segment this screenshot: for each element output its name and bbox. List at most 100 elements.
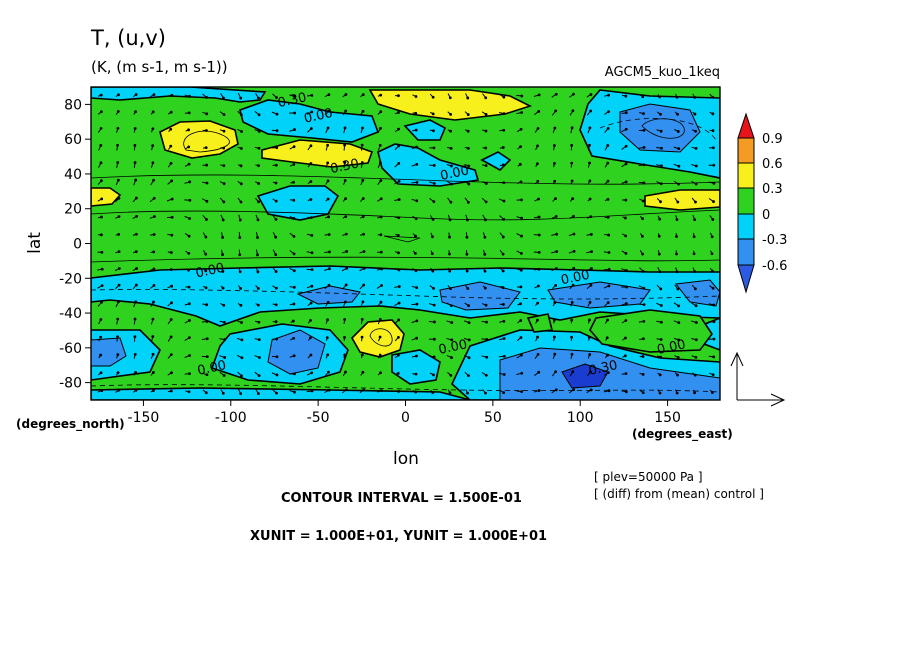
wind-vector-head: [169, 144, 173, 148]
x-tick-label: -150: [128, 410, 160, 426]
wind-vector-head: [624, 198, 628, 202]
wind-vector-head: [641, 355, 645, 358]
cold-region: [267, 329, 326, 375]
wind-vector-head: [292, 162, 296, 166]
wind-vector-head: [449, 304, 453, 308]
wind-vector-head: [238, 270, 242, 274]
wind-vector-head: [397, 127, 400, 131]
wind-vector-head: [379, 371, 382, 375]
wind-vector-head: [554, 283, 558, 287]
wind-vector-head: [292, 302, 296, 306]
pressure-note: [ plev=50000 Pa ]: [594, 470, 703, 484]
strong-negative-regions: [91, 103, 720, 400]
wind-vector-head: [169, 127, 173, 131]
wind-vector-head: [238, 236, 242, 239]
wind-vector-head: [379, 197, 383, 201]
wind-vector-head: [292, 285, 296, 289]
wind-vector-head: [152, 196, 156, 200]
wind-vector-head: [519, 145, 522, 149]
wind-vector-head: [432, 146, 436, 150]
wind-vector-head: [100, 197, 104, 201]
wind-vector-head: [205, 337, 209, 341]
y-tick-label: 0: [73, 237, 82, 253]
experiment-label: AGCM5_kuo_1keq: [605, 65, 720, 80]
y-tick-label: 60: [64, 132, 82, 148]
wind-vector-head: [448, 269, 452, 273]
wind-vector-head: [99, 143, 103, 147]
x-unit-label: (degrees_east): [632, 427, 733, 442]
wind-vector-head: [204, 269, 208, 273]
wind-vector-head: [590, 267, 593, 270]
wind-vector-head: [465, 252, 469, 256]
wind-vector-head: [257, 182, 261, 185]
wind-vector-head: [100, 300, 103, 304]
colorbar-label: 0.9: [762, 132, 783, 147]
wind-vector-head: [274, 270, 278, 273]
wind-vector-head: [659, 200, 662, 204]
wind-vector-head: [519, 251, 523, 255]
wind-vector-head: [310, 216, 313, 219]
wind-vector-head: [465, 269, 469, 273]
wind-vector-head: [554, 109, 558, 113]
wind-vector-head: [553, 161, 556, 165]
wind-vector-head: [588, 179, 592, 183]
wind-vector-head: [519, 319, 523, 322]
wind-vector-head: [169, 110, 173, 114]
wind-vector-head: [536, 318, 539, 322]
wind-vector-head: [99, 371, 103, 375]
wind-vector-head: [693, 391, 696, 395]
wind-vector-head: [100, 284, 104, 288]
wind-vector-head: [588, 143, 591, 147]
wind-vector-head: [624, 302, 628, 305]
wind-vector-head: [204, 252, 208, 256]
wind-vector-head: [309, 336, 312, 340]
wind-vector-head: [659, 182, 663, 186]
wind-vector-head: [677, 321, 681, 325]
x-axis-label: lon: [393, 449, 419, 469]
wind-vector-head: [624, 162, 628, 166]
contour-line: [641, 118, 685, 139]
wind-vector-head: [415, 286, 419, 290]
diff-note: [ (diff) from (mean) control ]: [594, 487, 764, 501]
y-tick-label: 20: [64, 202, 82, 218]
wind-vector-head: [100, 250, 104, 254]
wind-vector-head: [360, 143, 364, 147]
wind-vector-head: [537, 250, 541, 254]
wind-vector-head: [415, 302, 419, 306]
cool-region: [91, 265, 720, 327]
wind-vector-head: [362, 388, 366, 392]
wind-vector-head: [553, 179, 557, 183]
wind-vector-head: [537, 267, 541, 271]
wind-vector-head: [607, 284, 611, 288]
wind-vector-head: [432, 164, 436, 167]
wind-vector-head: [257, 320, 261, 324]
contour-labels: 0.300.000.30 0.000.00 0.000.00 0.000.00 0.30: [194, 90, 687, 378]
wind-vector-head: [361, 197, 365, 200]
wind-vector-head: [274, 163, 278, 167]
wind-vector-head: [484, 303, 488, 307]
unit-note: XUNIT = 1.000E+01, YUNIT = 1.000E+01: [250, 529, 547, 544]
wind-vector-head: [414, 390, 418, 394]
wind-vector-head: [187, 111, 191, 115]
wind-vector-head: [117, 215, 121, 218]
wind-vector-head: [606, 179, 610, 183]
wind-vector-head: [642, 128, 646, 132]
wind-vector-head: [606, 301, 610, 305]
wind-vector-head: [712, 320, 716, 324]
wind-vector-head: [379, 233, 383, 237]
neutral-islands: [526, 309, 713, 353]
wind-vector-head: [432, 182, 436, 185]
wind-vector-head: [309, 144, 313, 148]
wind-vector-head: [520, 216, 524, 220]
wind-vector-head: [257, 200, 260, 204]
wind-vector-head: [152, 284, 156, 287]
wind-vector-head: [361, 93, 365, 97]
wind-vector-head: [659, 287, 663, 291]
wind-vector-head: [343, 318, 347, 321]
wind-vector-head: [449, 112, 453, 116]
wind-vector-head: [658, 391, 662, 395]
wind-vector-head: [553, 301, 557, 305]
wind-vector-head: [326, 126, 330, 130]
wind-vector-head: [134, 371, 137, 374]
wind-vector-head: [554, 370, 558, 374]
